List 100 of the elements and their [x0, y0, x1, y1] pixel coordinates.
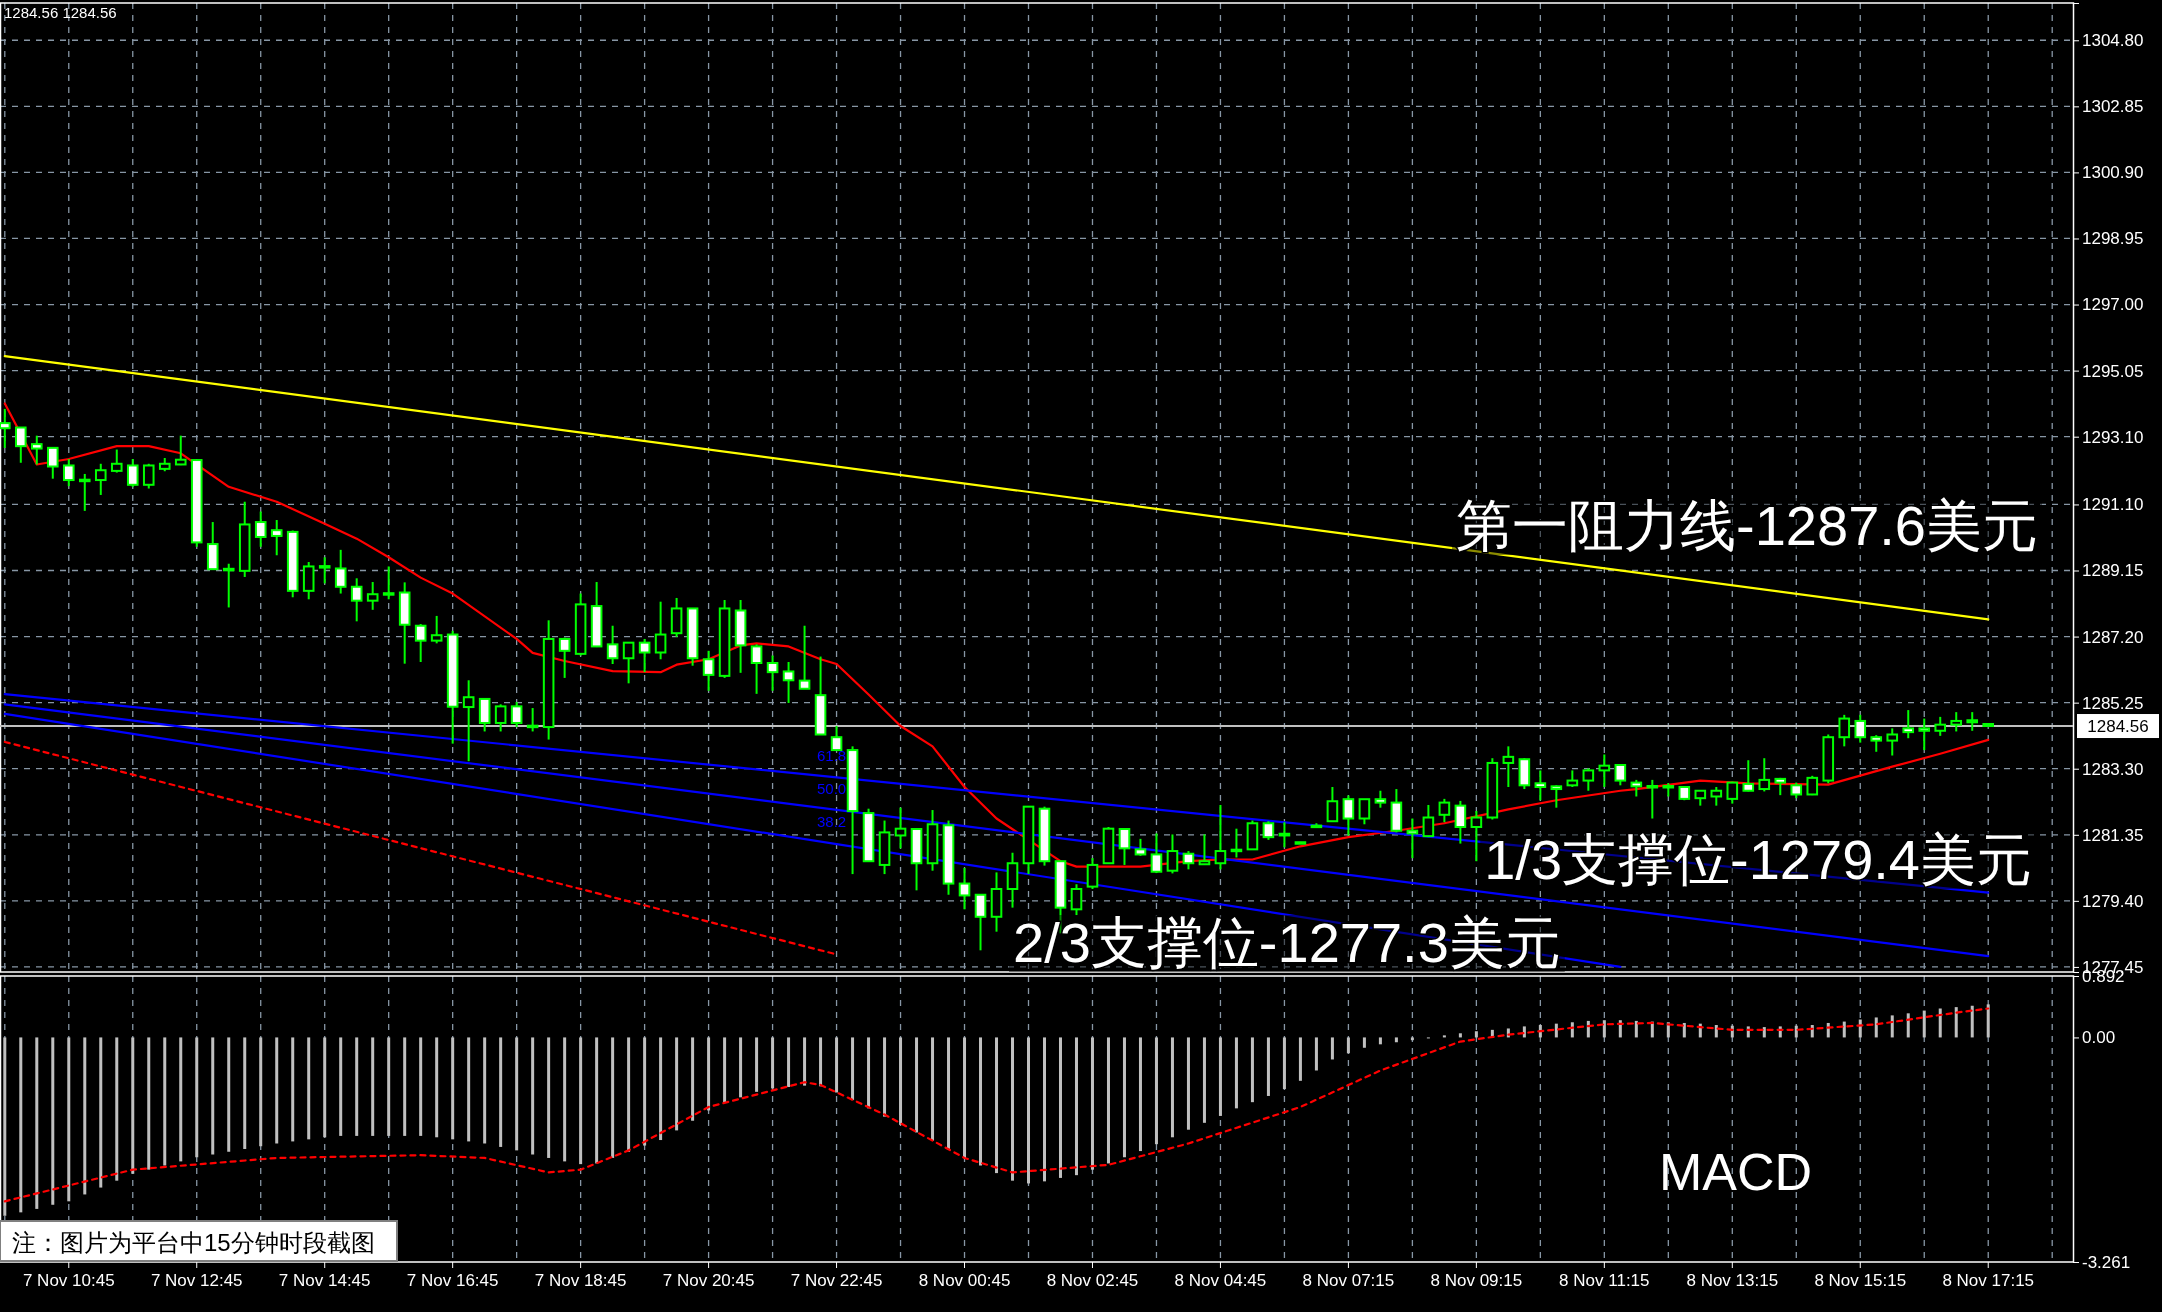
candlestick [1838, 713, 1851, 748]
bar [1266, 1037, 1270, 1096]
candlestick [1710, 786, 1723, 807]
bar [819, 1037, 823, 1087]
y-tick-label: 1291.10 [2082, 495, 2144, 515]
bar [1954, 1007, 1958, 1038]
y-tick-label: 1287.20 [2082, 627, 2144, 647]
y-tick-label: 0.00 [2082, 1028, 2116, 1048]
candlestick [1198, 833, 1211, 866]
bar [531, 1037, 535, 1155]
candlestick [366, 581, 379, 611]
bar [435, 1037, 439, 1138]
candlestick [1358, 798, 1371, 826]
candlestick [494, 703, 507, 733]
bar [291, 1037, 295, 1142]
candlestick [142, 462, 155, 490]
x-tick-label: 8 Nov 07:15 [1302, 1271, 1395, 1290]
bar [1986, 1004, 1990, 1038]
candlestick [1070, 883, 1083, 917]
x-tick-label: 8 Nov 04:45 [1174, 1271, 1267, 1290]
bar [707, 1037, 711, 1111]
bar [131, 1037, 135, 1174]
bar [1890, 1015, 1894, 1038]
bar [355, 1037, 359, 1136]
candlestick [798, 624, 811, 690]
y-tick-label: 1289.15 [2082, 561, 2144, 581]
bar [755, 1037, 759, 1092]
bar [611, 1037, 615, 1158]
bar [1906, 1013, 1910, 1038]
bar [1218, 1037, 1222, 1116]
bar [1058, 1037, 1062, 1178]
candlestick [318, 556, 331, 585]
bar [1394, 1037, 1398, 1043]
bar [1410, 1037, 1414, 1041]
y-tick-label: 1281.35 [2082, 825, 2144, 845]
annotation: MACD [1659, 1143, 1813, 1201]
bar [1106, 1037, 1110, 1164]
candlestick [894, 806, 907, 850]
bar [1011, 1037, 1015, 1181]
ref-line-label: 1284.56 [2087, 716, 2149, 736]
y-tick-label: -3.261 [2082, 1252, 2131, 1272]
bar [883, 1037, 887, 1117]
candlestick [414, 623, 427, 663]
bar [1474, 1031, 1478, 1038]
candlestick [702, 649, 715, 692]
x-tick-label: 8 Nov 11:15 [1559, 1271, 1650, 1290]
bar [1314, 1037, 1318, 1071]
bar [211, 1037, 215, 1155]
bar [323, 1037, 327, 1138]
y-tick-label: 1300.90 [2082, 163, 2144, 183]
bar [723, 1037, 727, 1103]
bar [1634, 1020, 1638, 1038]
bar [35, 1037, 39, 1209]
bar [83, 1037, 87, 1195]
candlestick [1454, 799, 1467, 845]
bar [995, 1037, 999, 1174]
x-tick-label: 7 Nov 18:45 [534, 1271, 627, 1290]
candlestick [1470, 810, 1483, 863]
bar [387, 1037, 391, 1136]
candlestick [1118, 828, 1131, 866]
candlestick [430, 614, 443, 645]
y-tick-label: 1279.40 [2082, 891, 2144, 911]
bar [339, 1037, 343, 1136]
candlestick [1934, 715, 1947, 737]
candlestick [1166, 833, 1179, 875]
x-tick-label: 8 Nov 15:15 [1814, 1271, 1907, 1290]
bar [851, 1037, 855, 1101]
bar [1458, 1033, 1462, 1038]
y-tick-label: 1304.80 [2082, 31, 2144, 51]
bar [1554, 1023, 1558, 1038]
candlestick [782, 660, 795, 704]
bar [419, 1037, 423, 1136]
annotation: 1/3支撑位-1279.4美元 [1484, 828, 2032, 891]
x-tick-label: 7 Nov 10:45 [22, 1271, 115, 1290]
bar [1090, 1037, 1094, 1170]
bar [1842, 1021, 1846, 1038]
candlestick [254, 510, 267, 548]
x-tick-label: 8 Nov 02:45 [1046, 1271, 1139, 1290]
bar [771, 1037, 775, 1089]
bar [1938, 1008, 1942, 1038]
candlestick [606, 624, 619, 666]
candlestick [174, 434, 187, 467]
bar [515, 1037, 519, 1151]
bar [1874, 1017, 1878, 1038]
candlestick [1326, 786, 1339, 823]
candlestick [78, 472, 91, 512]
candlestick [1886, 727, 1899, 757]
candlestick [638, 637, 651, 674]
bar [915, 1037, 919, 1133]
annotation: 1284.56 1284.56 [4, 4, 117, 21]
candlestick [1550, 784, 1563, 809]
line-series [3, 1007, 1990, 1203]
bar [1186, 1037, 1190, 1130]
x-tick-label: 7 Nov 22:45 [790, 1271, 883, 1290]
candlestick [750, 643, 763, 695]
bar [947, 1037, 951, 1150]
bar [1298, 1037, 1302, 1081]
bar [835, 1037, 839, 1093]
candlestick [1950, 711, 1963, 733]
bar [963, 1037, 967, 1158]
